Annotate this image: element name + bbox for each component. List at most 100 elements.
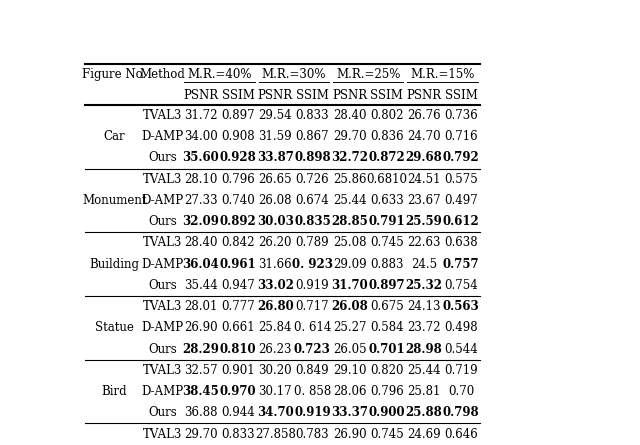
Text: SSIM: SSIM bbox=[371, 89, 403, 102]
Text: TVAL3: TVAL3 bbox=[143, 109, 182, 122]
Text: 26.20: 26.20 bbox=[259, 236, 292, 249]
Text: Car: Car bbox=[104, 130, 125, 143]
Text: 0.919: 0.919 bbox=[294, 406, 331, 419]
Text: 25.84: 25.84 bbox=[259, 321, 292, 334]
Text: 30.03: 30.03 bbox=[257, 215, 294, 228]
Text: 0.970: 0.970 bbox=[220, 385, 256, 398]
Text: M.R.=15%: M.R.=15% bbox=[410, 69, 475, 81]
Text: 0.563: 0.563 bbox=[443, 300, 479, 313]
Text: 25.88: 25.88 bbox=[406, 406, 442, 419]
Text: Monument: Monument bbox=[82, 194, 147, 207]
Text: 24.13: 24.13 bbox=[407, 300, 441, 313]
Text: 0.612: 0.612 bbox=[443, 215, 479, 228]
Text: D-AMP: D-AMP bbox=[142, 385, 184, 398]
Text: 0.883: 0.883 bbox=[370, 258, 404, 271]
Text: 0.833: 0.833 bbox=[221, 428, 255, 441]
Text: 29.54: 29.54 bbox=[259, 109, 292, 122]
Text: Ours: Ours bbox=[148, 279, 177, 292]
Text: 0.675: 0.675 bbox=[370, 300, 404, 313]
Text: 25.27: 25.27 bbox=[333, 321, 366, 334]
Text: 29.09: 29.09 bbox=[333, 258, 366, 271]
Text: 0.867: 0.867 bbox=[296, 130, 329, 143]
Text: 22.63: 22.63 bbox=[407, 236, 441, 249]
Text: 0.796: 0.796 bbox=[370, 385, 404, 398]
Text: 24.51: 24.51 bbox=[407, 173, 441, 186]
Text: 28.06: 28.06 bbox=[333, 385, 366, 398]
Text: 0.726: 0.726 bbox=[296, 173, 329, 186]
Text: Statue: Statue bbox=[95, 321, 134, 334]
Text: D-AMP: D-AMP bbox=[142, 194, 184, 207]
Text: SSIM: SSIM bbox=[445, 89, 477, 102]
Text: 28.40: 28.40 bbox=[333, 109, 366, 122]
Text: 38.45: 38.45 bbox=[182, 385, 219, 398]
Text: 31.70: 31.70 bbox=[332, 279, 368, 292]
Text: SSIM: SSIM bbox=[221, 89, 255, 102]
Text: PSNR: PSNR bbox=[183, 89, 218, 102]
Text: 32.72: 32.72 bbox=[331, 151, 368, 164]
Text: 35.44: 35.44 bbox=[184, 279, 218, 292]
Text: 0.740: 0.740 bbox=[221, 194, 255, 207]
Text: M.R.=30%: M.R.=30% bbox=[262, 69, 326, 81]
Text: 25.81: 25.81 bbox=[407, 385, 441, 398]
Text: 26.05: 26.05 bbox=[333, 343, 366, 356]
Text: 26.76: 26.76 bbox=[407, 109, 441, 122]
Text: 24.69: 24.69 bbox=[407, 428, 441, 441]
Text: 0.798: 0.798 bbox=[443, 406, 479, 419]
Text: 29.70: 29.70 bbox=[184, 428, 218, 441]
Text: 0.901: 0.901 bbox=[221, 364, 255, 377]
Text: 23.67: 23.67 bbox=[407, 194, 441, 207]
Text: TVAL3: TVAL3 bbox=[143, 300, 182, 313]
Text: 0.944: 0.944 bbox=[221, 406, 255, 419]
Text: 0.792: 0.792 bbox=[443, 151, 479, 164]
Text: 0.835: 0.835 bbox=[294, 215, 331, 228]
Text: 31.59: 31.59 bbox=[259, 130, 292, 143]
Text: 25.59: 25.59 bbox=[406, 215, 442, 228]
Text: 0.6810: 0.6810 bbox=[366, 173, 407, 186]
Text: 26.23: 26.23 bbox=[259, 343, 292, 356]
Text: 0.584: 0.584 bbox=[370, 321, 404, 334]
Text: 31.66: 31.66 bbox=[259, 258, 292, 271]
Text: 0.497: 0.497 bbox=[444, 194, 478, 207]
Text: 0.892: 0.892 bbox=[220, 215, 257, 228]
Text: 23.72: 23.72 bbox=[407, 321, 441, 334]
Text: 26.65: 26.65 bbox=[259, 173, 292, 186]
Text: 0.70: 0.70 bbox=[448, 385, 474, 398]
Text: 0.783: 0.783 bbox=[296, 428, 329, 441]
Text: 26.08: 26.08 bbox=[332, 300, 368, 313]
Text: Ours: Ours bbox=[148, 406, 177, 419]
Text: 0.745: 0.745 bbox=[370, 236, 404, 249]
Text: Ours: Ours bbox=[148, 151, 177, 164]
Text: 0.745: 0.745 bbox=[370, 428, 404, 441]
Text: D-AMP: D-AMP bbox=[142, 321, 184, 334]
Text: 0.498: 0.498 bbox=[444, 321, 478, 334]
Text: SSIM: SSIM bbox=[296, 89, 329, 102]
Text: 0.908: 0.908 bbox=[221, 130, 255, 143]
Text: 0.575: 0.575 bbox=[444, 173, 478, 186]
Text: 0.638: 0.638 bbox=[444, 236, 478, 249]
Text: 26.90: 26.90 bbox=[333, 428, 366, 441]
Text: 35.60: 35.60 bbox=[182, 151, 219, 164]
Text: 34.70: 34.70 bbox=[257, 406, 294, 419]
Text: 32.09: 32.09 bbox=[182, 215, 220, 228]
Text: 36.04: 36.04 bbox=[182, 258, 219, 271]
Text: Method: Method bbox=[140, 69, 186, 81]
Text: 29.10: 29.10 bbox=[333, 364, 366, 377]
Text: 29.68: 29.68 bbox=[406, 151, 442, 164]
Text: 26.80: 26.80 bbox=[257, 300, 294, 313]
Text: TVAL3: TVAL3 bbox=[143, 173, 182, 186]
Text: 29.70: 29.70 bbox=[333, 130, 366, 143]
Text: PSNR: PSNR bbox=[406, 89, 442, 102]
Text: 36.88: 36.88 bbox=[184, 406, 218, 419]
Text: 0.842: 0.842 bbox=[221, 236, 255, 249]
Text: D-AMP: D-AMP bbox=[142, 130, 184, 143]
Text: 33.37: 33.37 bbox=[331, 406, 368, 419]
Text: 0.701: 0.701 bbox=[369, 343, 405, 356]
Text: 27.858: 27.858 bbox=[255, 428, 296, 441]
Text: 26.08: 26.08 bbox=[259, 194, 292, 207]
Text: 0.898: 0.898 bbox=[294, 151, 331, 164]
Text: 0.633: 0.633 bbox=[370, 194, 404, 207]
Text: 0.723: 0.723 bbox=[294, 343, 331, 356]
Text: M.R.=25%: M.R.=25% bbox=[336, 69, 401, 81]
Text: 0.836: 0.836 bbox=[370, 130, 404, 143]
Text: 0.872: 0.872 bbox=[369, 151, 405, 164]
